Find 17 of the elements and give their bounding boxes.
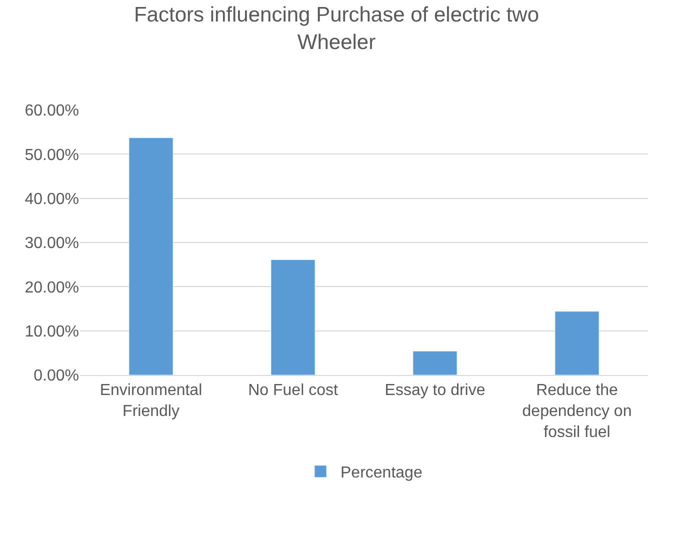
y-tick-label: 50.00% <box>24 146 79 164</box>
bar <box>270 259 316 375</box>
chart-title: Factors influencing Purchase of electric two Wheeler <box>134 4 540 54</box>
x-tick-label: No Fuel cost <box>248 382 338 400</box>
x-tick-label: Reduce the dependency on fossil fuel <box>522 382 632 441</box>
y-tick-label: 40.00% <box>24 190 79 208</box>
x-tick-label: Essay to drive <box>384 382 486 400</box>
bar <box>128 138 174 375</box>
x-tick-label: Environmental Friendly <box>100 382 202 420</box>
bar <box>554 311 600 375</box>
y-tick-label: 10.00% <box>24 323 79 340</box>
y-tick-label: 30.00% <box>24 235 79 252</box>
y-tick-label: 60.00% <box>24 102 79 120</box>
legend-label: Percentage <box>340 464 422 482</box>
y-tick-label: 0.00% <box>34 368 79 385</box>
bar <box>412 350 458 375</box>
y-tick-label: 20.00% <box>24 279 79 296</box>
